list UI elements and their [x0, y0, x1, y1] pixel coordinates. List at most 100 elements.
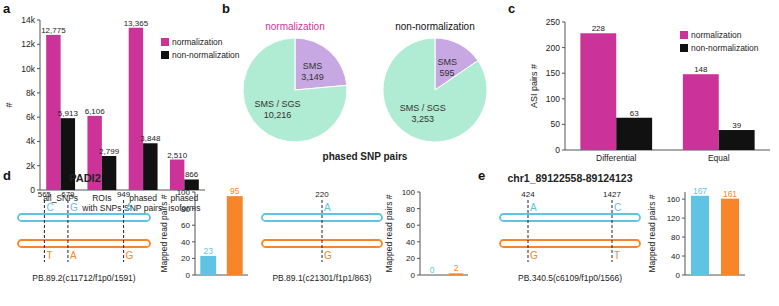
slice	[383, 38, 487, 142]
tick-label: 80	[671, 233, 680, 242]
snp-line	[528, 200, 529, 262]
isoform-id: PB.340.5(c6109/f1p0/1566)	[518, 273, 622, 283]
bar	[129, 28, 143, 190]
slice-label: SMS	[303, 61, 323, 71]
allele: A	[70, 250, 77, 261]
bar-chart: 02040608010002Mapped read pairs #	[384, 188, 468, 280]
tick-label: 60	[181, 221, 190, 230]
bar	[616, 118, 652, 150]
tick-label: 80	[406, 205, 415, 214]
snp-line	[322, 200, 323, 262]
axis-title: Mapped read pairs #	[384, 194, 394, 272]
pie-chart: SMS3,149 SMS / SGS10,216 normalization	[243, 21, 347, 142]
bar-chart: 05010015020025022863Differential14839Equ…	[529, 17, 770, 163]
y-axis	[565, 22, 566, 150]
data-label: 228	[592, 24, 606, 33]
bar	[200, 256, 216, 275]
data-label: 0	[430, 265, 435, 275]
pie-chart: SMS595SMS / SGS3,253non-normalization	[383, 21, 487, 142]
category-label: ROIswith SNPs	[81, 193, 121, 213]
category-label: Equal	[708, 153, 730, 163]
allele: A	[126, 202, 133, 213]
data-label: 39	[732, 121, 741, 130]
legend-label: normalization	[691, 30, 742, 40]
data-label: 6,106	[85, 107, 106, 116]
snp-position: 424	[521, 190, 535, 199]
allele: T	[614, 250, 620, 261]
data-label: 13,365	[124, 19, 149, 28]
tick-label: 0	[186, 271, 191, 280]
allele: G	[324, 250, 332, 261]
panel-letter: c	[508, 1, 515, 16]
data-label: 63	[630, 109, 639, 118]
legend-label: non-normalization	[691, 43, 759, 53]
bars	[200, 196, 242, 275]
tick-label: 150	[546, 68, 560, 78]
allele-strand	[500, 214, 640, 221]
legend-swatch	[161, 38, 169, 46]
bars	[449, 273, 463, 275]
snp-line	[612, 200, 613, 262]
snp-line	[67, 200, 68, 262]
tick-label: 10k	[21, 64, 35, 74]
allele: C	[614, 202, 621, 213]
slice-label: SMS	[437, 57, 457, 67]
panel-letter: a	[3, 1, 11, 16]
allele: G	[70, 202, 78, 213]
allele: G	[530, 250, 538, 261]
figure: abc02k4k6k8k10k12k14k12,7755,913all_SNPs…	[0, 0, 779, 306]
data-label: 2,510	[167, 151, 188, 160]
bar	[449, 273, 463, 275]
data-label: 167	[693, 186, 707, 196]
bar-chart: 04080120160167161Mapped read pairs #	[647, 186, 745, 280]
allele: A	[324, 202, 331, 213]
allele-strand	[18, 214, 150, 221]
tick-label: 80	[181, 205, 190, 214]
bar-chart: 02k4k6k8k10k12k14k12,7755,913all_SNPs6,1…	[4, 15, 240, 213]
category-label: Differential	[596, 153, 637, 163]
legend-swatch	[680, 31, 688, 39]
allele: A	[530, 202, 537, 213]
data-label: 3,253	[412, 114, 435, 124]
tick-label: 8k	[26, 88, 36, 98]
data-label: 866	[185, 170, 199, 179]
tick-label: 0	[411, 271, 416, 280]
allele: G	[126, 250, 134, 261]
allele-strand	[500, 240, 640, 247]
slice	[295, 38, 347, 90]
bar	[143, 143, 157, 190]
data-label: 10,216	[264, 110, 292, 120]
tick-label: 20	[181, 254, 190, 263]
data-label: 595	[440, 68, 455, 78]
data-label: 2	[454, 263, 459, 273]
allele: C	[46, 202, 53, 213]
panel-letter: b	[222, 1, 230, 16]
legend-swatch	[161, 51, 169, 59]
isoform-id: PB.89.1(c21301/f1p1/863)	[272, 273, 371, 283]
axis-title: #	[4, 102, 14, 107]
tick-label: 2k	[26, 161, 36, 171]
data-label: 3,149	[301, 72, 324, 82]
panel-letter: e	[478, 168, 485, 183]
y-axis	[420, 192, 421, 275]
tick-label: 12k	[21, 39, 35, 49]
slice-label: SMS / SGS	[254, 99, 300, 109]
tick-label: 50	[551, 119, 561, 129]
y-axis	[685, 192, 686, 275]
data-label: 3,848	[140, 134, 161, 143]
chart-title: normalization	[265, 21, 324, 32]
y-axis	[195, 192, 196, 275]
tick-label: 100	[546, 94, 560, 104]
bar	[102, 156, 116, 190]
tick-label: 100	[177, 188, 191, 197]
tick-label: 120	[667, 214, 681, 223]
bar	[691, 196, 709, 275]
data-label: 95	[230, 186, 240, 196]
axis-title: Mapped read pairs #	[647, 194, 657, 272]
isoform-diagram: 565CT679GA949AGPB.89.2(c11712/f1p0/1591)	[18, 190, 150, 283]
tick-label: 40	[406, 238, 415, 247]
data-label: 161	[723, 189, 737, 199]
bar	[580, 33, 616, 150]
snp-position: 679	[61, 190, 75, 199]
label-line: phased	[129, 193, 157, 203]
